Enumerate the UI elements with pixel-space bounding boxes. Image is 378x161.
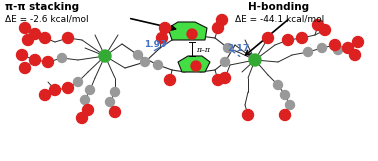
Circle shape — [156, 33, 167, 43]
Circle shape — [304, 47, 313, 57]
Circle shape — [20, 62, 31, 74]
Circle shape — [187, 29, 197, 39]
Polygon shape — [168, 22, 207, 40]
Circle shape — [164, 75, 175, 85]
Circle shape — [212, 23, 223, 33]
Text: ΔE = -44.1 kcal/mol: ΔE = -44.1 kcal/mol — [235, 14, 324, 23]
Circle shape — [141, 57, 150, 66]
Circle shape — [73, 77, 82, 86]
Circle shape — [110, 106, 121, 118]
Circle shape — [274, 80, 282, 90]
Circle shape — [262, 33, 274, 43]
Text: ΔE = -2.6 kcal/mol: ΔE = -2.6 kcal/mol — [5, 14, 88, 23]
Circle shape — [279, 109, 291, 120]
Circle shape — [39, 33, 51, 43]
Circle shape — [62, 33, 73, 43]
Circle shape — [220, 72, 231, 84]
Circle shape — [42, 57, 54, 67]
Circle shape — [105, 98, 115, 106]
Circle shape — [223, 43, 232, 52]
Circle shape — [353, 37, 364, 47]
Circle shape — [249, 54, 261, 66]
Circle shape — [39, 90, 51, 100]
Circle shape — [282, 34, 293, 46]
Circle shape — [313, 19, 324, 30]
Circle shape — [285, 100, 294, 109]
Circle shape — [133, 51, 143, 60]
Circle shape — [85, 85, 94, 95]
Circle shape — [29, 55, 40, 66]
Circle shape — [212, 75, 223, 85]
Circle shape — [319, 24, 330, 35]
Circle shape — [153, 61, 163, 70]
Circle shape — [296, 33, 307, 43]
Circle shape — [81, 95, 90, 104]
Text: H-bonding: H-bonding — [248, 2, 309, 12]
Circle shape — [220, 57, 229, 66]
Text: π–π: π–π — [196, 46, 210, 54]
Circle shape — [318, 43, 327, 52]
Text: 2.17: 2.17 — [227, 43, 249, 52]
Circle shape — [57, 53, 67, 62]
Circle shape — [20, 23, 31, 33]
Circle shape — [342, 43, 353, 53]
Text: 1.93: 1.93 — [144, 39, 166, 48]
Circle shape — [160, 23, 170, 33]
Circle shape — [110, 87, 119, 96]
Circle shape — [82, 104, 93, 115]
Circle shape — [76, 113, 87, 123]
Text: π-π stacking: π-π stacking — [5, 2, 79, 12]
Circle shape — [191, 61, 201, 71]
Circle shape — [350, 49, 361, 61]
Circle shape — [99, 50, 111, 62]
Circle shape — [243, 109, 254, 120]
Polygon shape — [178, 56, 210, 72]
Circle shape — [29, 28, 40, 39]
Circle shape — [62, 82, 73, 94]
Circle shape — [330, 39, 341, 51]
Circle shape — [333, 46, 342, 55]
Circle shape — [217, 14, 228, 25]
Circle shape — [17, 49, 28, 61]
Circle shape — [280, 90, 290, 99]
Circle shape — [50, 85, 60, 95]
Circle shape — [23, 34, 34, 46]
